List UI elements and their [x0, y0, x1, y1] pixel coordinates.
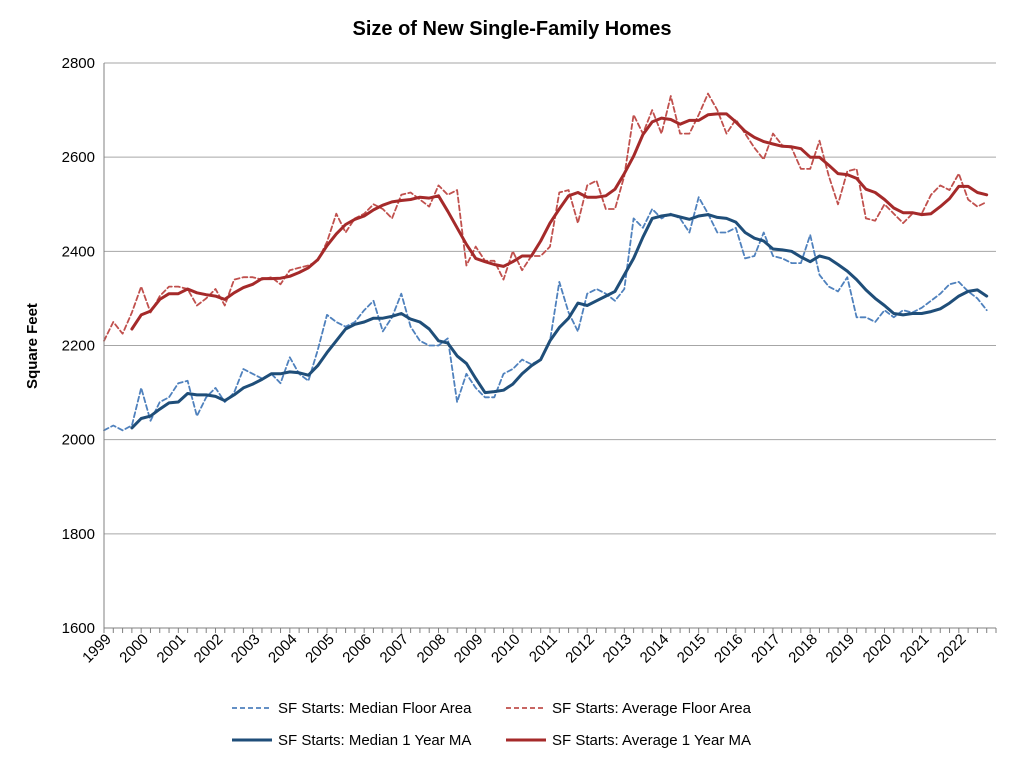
- x-tick-label: 2019: [823, 631, 859, 667]
- y-tick-label: 1600: [62, 620, 95, 637]
- legend-label-1: SF Starts: Average Floor Area: [552, 700, 752, 717]
- series-line-3: [130, 112, 989, 331]
- legend-label-3: SF Starts: Average 1 Year MA: [552, 732, 751, 749]
- x-tick-label: 2004: [265, 631, 301, 667]
- x-tick-label: 2007: [377, 631, 413, 667]
- x-tick-label: 2011: [526, 631, 561, 666]
- y-tick-label: 2200: [62, 338, 95, 355]
- series-layer: [103, 92, 989, 432]
- x-tick-label: 2009: [451, 631, 487, 667]
- legend-label-0: SF Starts: Median Floor Area: [278, 700, 472, 717]
- gridlines: [104, 62, 996, 629]
- y-tick-label: 1800: [62, 526, 95, 543]
- x-tick-label: 2006: [339, 631, 375, 667]
- y-tick-label: 2400: [62, 243, 95, 260]
- x-tick-label: 2013: [600, 631, 636, 667]
- series-line-2: [130, 213, 989, 430]
- legend: SF Starts: Median Floor Area SF Starts: A…: [232, 700, 752, 749]
- y-tick-label: 2000: [62, 432, 95, 449]
- chart-title: Size of New Single-Family Homes: [353, 18, 672, 40]
- x-tick-label: 2005: [302, 631, 338, 667]
- y-tick-label: 2800: [62, 55, 95, 72]
- x-tick-label: 2012: [562, 631, 598, 667]
- x-tick-label: 2014: [637, 631, 673, 667]
- x-tick-label: 2002: [191, 631, 227, 667]
- x-tick-label: 2022: [934, 631, 970, 667]
- x-tick-label: 2000: [116, 631, 152, 667]
- x-tick-label: 2015: [674, 631, 710, 667]
- x-tick-label: 2008: [414, 631, 450, 667]
- legend-label-2: SF Starts: Median 1 Year MA: [278, 732, 471, 749]
- x-tick-label: 2010: [488, 631, 524, 667]
- y-tick-label: 2600: [62, 149, 95, 166]
- y-axis-label: Square Feet: [24, 303, 41, 389]
- x-tick-label: 2003: [228, 631, 264, 667]
- x-tick-label: 2017: [748, 631, 784, 667]
- x-tick-label: 2018: [785, 631, 821, 667]
- x-tick-label: 2001: [154, 631, 190, 667]
- x-tick-label: 2020: [860, 631, 896, 667]
- series-line-1: [103, 92, 988, 342]
- x-tick-label: 2021: [897, 631, 933, 667]
- x-tick-label: 2016: [711, 631, 747, 667]
